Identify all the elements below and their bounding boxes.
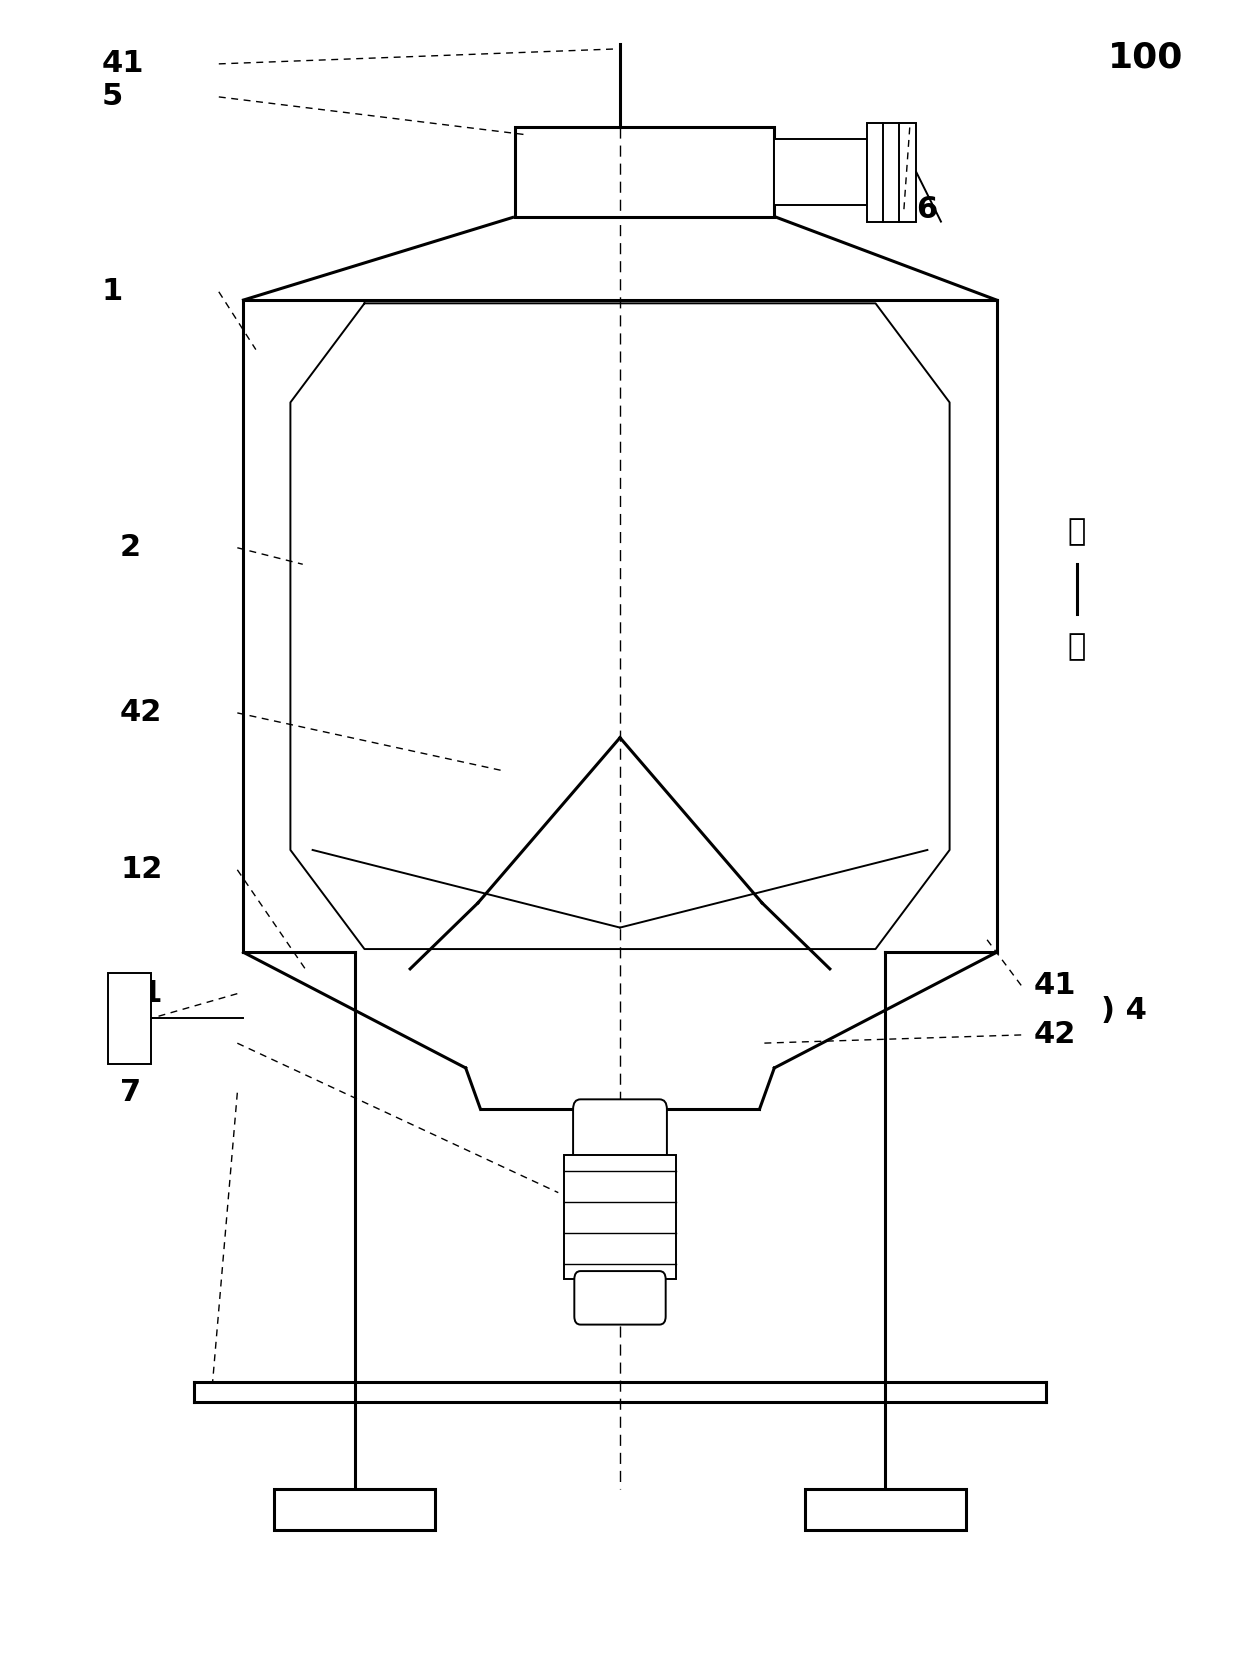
Text: 42: 42 — [120, 698, 162, 727]
Text: 上: 上 — [1068, 517, 1086, 545]
Text: ) 4: ) 4 — [1101, 996, 1147, 1024]
Text: 41: 41 — [1033, 971, 1076, 999]
Bar — [867, 123, 916, 222]
Text: 12: 12 — [120, 855, 162, 885]
Text: 42: 42 — [1033, 1021, 1076, 1049]
Text: 2: 2 — [120, 534, 141, 562]
Text: 11: 11 — [120, 979, 162, 1007]
Text: 1: 1 — [102, 277, 123, 307]
Bar — [108, 973, 151, 1064]
Bar — [774, 139, 867, 205]
Text: 5: 5 — [102, 83, 123, 111]
Text: 3: 3 — [120, 1029, 141, 1057]
Bar — [805, 1490, 966, 1531]
Text: 100: 100 — [1107, 40, 1183, 75]
Bar — [274, 1490, 435, 1531]
FancyBboxPatch shape — [574, 1271, 666, 1324]
Bar — [515, 126, 774, 217]
Text: 6: 6 — [916, 196, 937, 224]
FancyBboxPatch shape — [573, 1099, 667, 1165]
Text: 7: 7 — [120, 1079, 141, 1107]
Bar — [564, 1155, 676, 1279]
Text: 下: 下 — [1068, 633, 1086, 661]
Text: 41: 41 — [102, 50, 144, 78]
